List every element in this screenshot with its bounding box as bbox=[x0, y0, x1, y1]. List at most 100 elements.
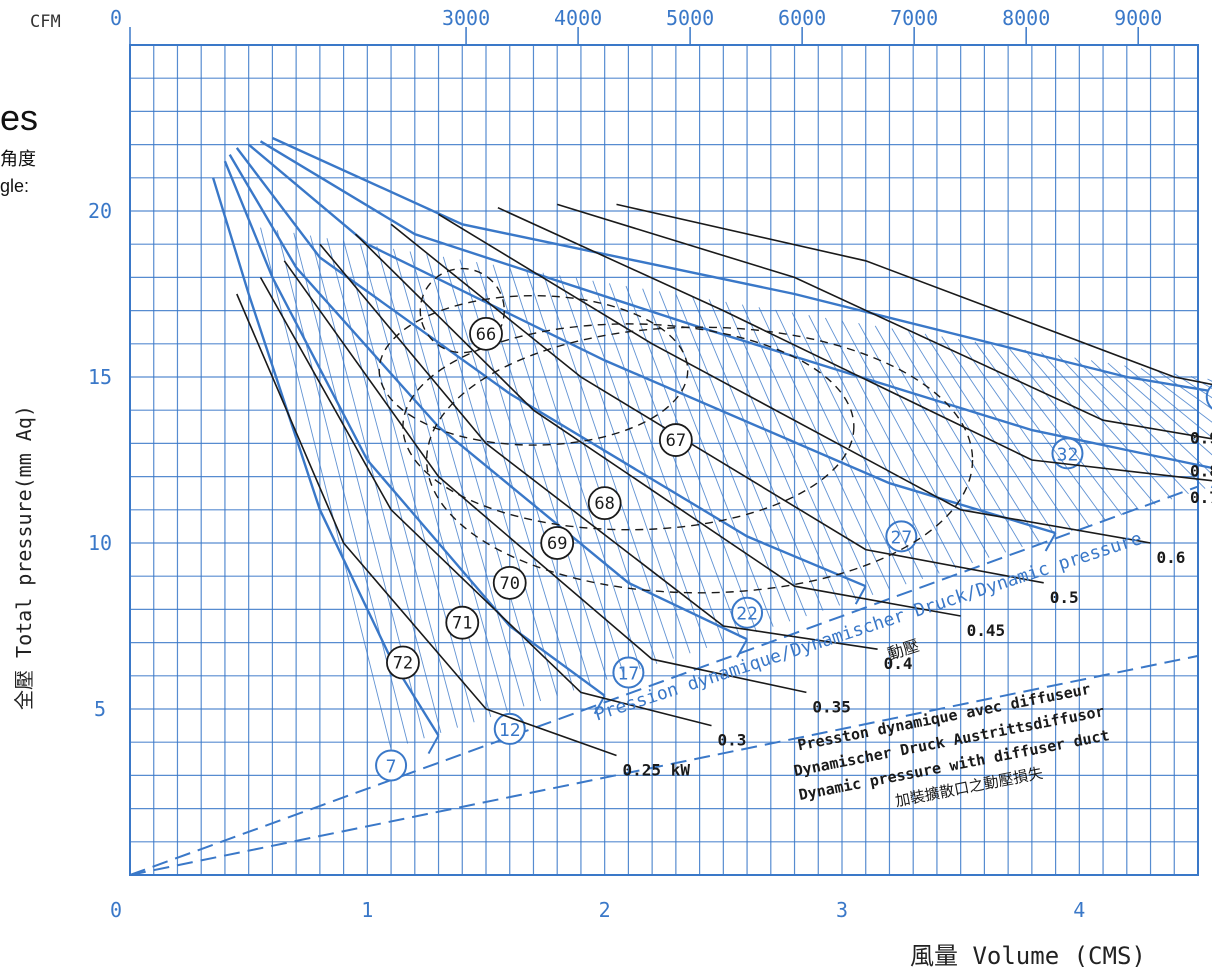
hatch-line bbox=[625, 285, 757, 633]
efficiency-marker bbox=[386, 645, 420, 680]
efficiency-label: 70 bbox=[499, 574, 519, 594]
hatch-line bbox=[525, 269, 658, 664]
hatch-line bbox=[1057, 354, 1189, 495]
cut-off-subtitle-en: gle: bbox=[0, 176, 30, 196]
top-tick-label: 8000 bbox=[1002, 6, 1050, 30]
hatch-line bbox=[276, 230, 409, 744]
top-axis-label: CFM bbox=[30, 12, 61, 32]
hatch-line bbox=[924, 333, 1056, 537]
y-tick-label: 15 bbox=[88, 365, 112, 389]
blade-angle-curve bbox=[211, 177, 440, 737]
top-tick-label: 4000 bbox=[554, 6, 602, 30]
hatch-line bbox=[791, 312, 924, 580]
hatch-line bbox=[1074, 357, 1206, 489]
blade-angle-label: 7 bbox=[386, 756, 397, 777]
hatch-line bbox=[841, 320, 973, 564]
hatch-line bbox=[957, 338, 1090, 526]
power-curve bbox=[236, 293, 617, 757]
x-tick-label: 4 bbox=[1073, 898, 1085, 922]
efficiency-label: 72 bbox=[393, 654, 413, 674]
hatch-line bbox=[692, 296, 824, 611]
efficiency-label: 66 bbox=[476, 325, 496, 345]
power-curve bbox=[390, 223, 1044, 584]
hatch-line bbox=[1007, 346, 1140, 511]
curve-end-tick bbox=[854, 585, 867, 605]
blade-angle-marker bbox=[375, 749, 408, 782]
curve-end-tick bbox=[736, 638, 748, 658]
power-curve bbox=[497, 206, 1212, 482]
hatch-line bbox=[708, 299, 841, 606]
efficiency-contour bbox=[425, 326, 974, 594]
curve-end-tick bbox=[427, 735, 440, 755]
hatch-line bbox=[1124, 365, 1212, 439]
hatch-line bbox=[542, 272, 674, 659]
x-tick-label: 1 bbox=[361, 898, 373, 922]
diffuser-pressure-line bbox=[129, 654, 1199, 876]
hatch-line bbox=[891, 328, 1023, 548]
top-tick-label: 7000 bbox=[890, 6, 938, 30]
efficiency-marker bbox=[658, 423, 693, 457]
hatch-line bbox=[1024, 349, 1156, 505]
blade-angle-curve bbox=[235, 147, 867, 588]
hatch-line bbox=[1107, 362, 1212, 456]
hatch-line bbox=[309, 235, 442, 734]
hatch-line bbox=[326, 238, 458, 728]
efficiency-contour-core bbox=[419, 267, 505, 354]
plot-frame bbox=[129, 44, 1199, 876]
hatch-line bbox=[592, 280, 724, 643]
blade-angle-label: 32 bbox=[1057, 444, 1079, 465]
blade-angle-label: 17 bbox=[618, 663, 640, 684]
hatch-line bbox=[675, 293, 807, 617]
blade-angle-marker bbox=[493, 712, 526, 745]
efficiency-label: 68 bbox=[594, 494, 614, 514]
hatch-line bbox=[758, 307, 890, 590]
hatch-line bbox=[1090, 360, 1212, 475]
hatch-line bbox=[359, 243, 492, 718]
power-label: 0.5 bbox=[1050, 588, 1079, 607]
hatch-line bbox=[908, 330, 1040, 542]
efficiency-label: 67 bbox=[666, 431, 686, 451]
power-curve bbox=[354, 233, 961, 617]
blade-angle-label: 22 bbox=[736, 604, 758, 625]
hatch-line bbox=[991, 344, 1123, 516]
efficiency-marker bbox=[445, 605, 480, 640]
blade-angle-label: 27 bbox=[890, 527, 912, 548]
power-label: 0.3 bbox=[717, 731, 746, 750]
hatch-line bbox=[642, 288, 774, 627]
hatch-line bbox=[874, 325, 1007, 553]
top-tick-label: 0 bbox=[110, 6, 122, 30]
hatch-line bbox=[343, 240, 475, 723]
hatch-line bbox=[775, 309, 907, 585]
efficiency-contour bbox=[402, 323, 855, 531]
x-tick-label: 2 bbox=[599, 898, 611, 922]
hatch-line bbox=[260, 227, 392, 749]
power-curve bbox=[319, 243, 878, 650]
blade-angle-curve bbox=[271, 136, 1212, 393]
efficiency-label: 71 bbox=[452, 614, 472, 634]
power-curve bbox=[556, 203, 1212, 440]
hatch-line bbox=[1157, 370, 1212, 410]
power-label: 0.9 bbox=[1190, 428, 1212, 447]
hatch-line bbox=[1174, 373, 1212, 399]
hatch-line bbox=[1140, 368, 1212, 423]
power-curve bbox=[616, 203, 1212, 386]
hatch-line bbox=[492, 264, 625, 675]
hatch-line bbox=[575, 277, 708, 649]
blade-angle-curve bbox=[247, 143, 1056, 535]
power-curve bbox=[259, 277, 712, 727]
top-tick-label: 5000 bbox=[666, 6, 714, 30]
curve-end-tick bbox=[1044, 532, 1057, 552]
efficiency-marker bbox=[540, 526, 575, 560]
blade-angle-label: 37 bbox=[1211, 388, 1212, 409]
blade-angle-curve bbox=[223, 160, 606, 697]
hatch-line bbox=[426, 254, 558, 696]
dynamic-pressure-line bbox=[129, 485, 1199, 876]
power-label: 0.25 kW bbox=[623, 760, 691, 779]
hatch-line bbox=[941, 336, 1073, 532]
blade-angle-marker bbox=[731, 596, 764, 629]
power-label: 0.35 bbox=[812, 697, 851, 716]
dynamic-pressure-cn: 動壓 bbox=[885, 636, 921, 664]
x-tick-label: 3 bbox=[836, 898, 848, 922]
x-tick-label: 0 bbox=[110, 898, 122, 922]
y-tick-label: 10 bbox=[88, 531, 112, 555]
